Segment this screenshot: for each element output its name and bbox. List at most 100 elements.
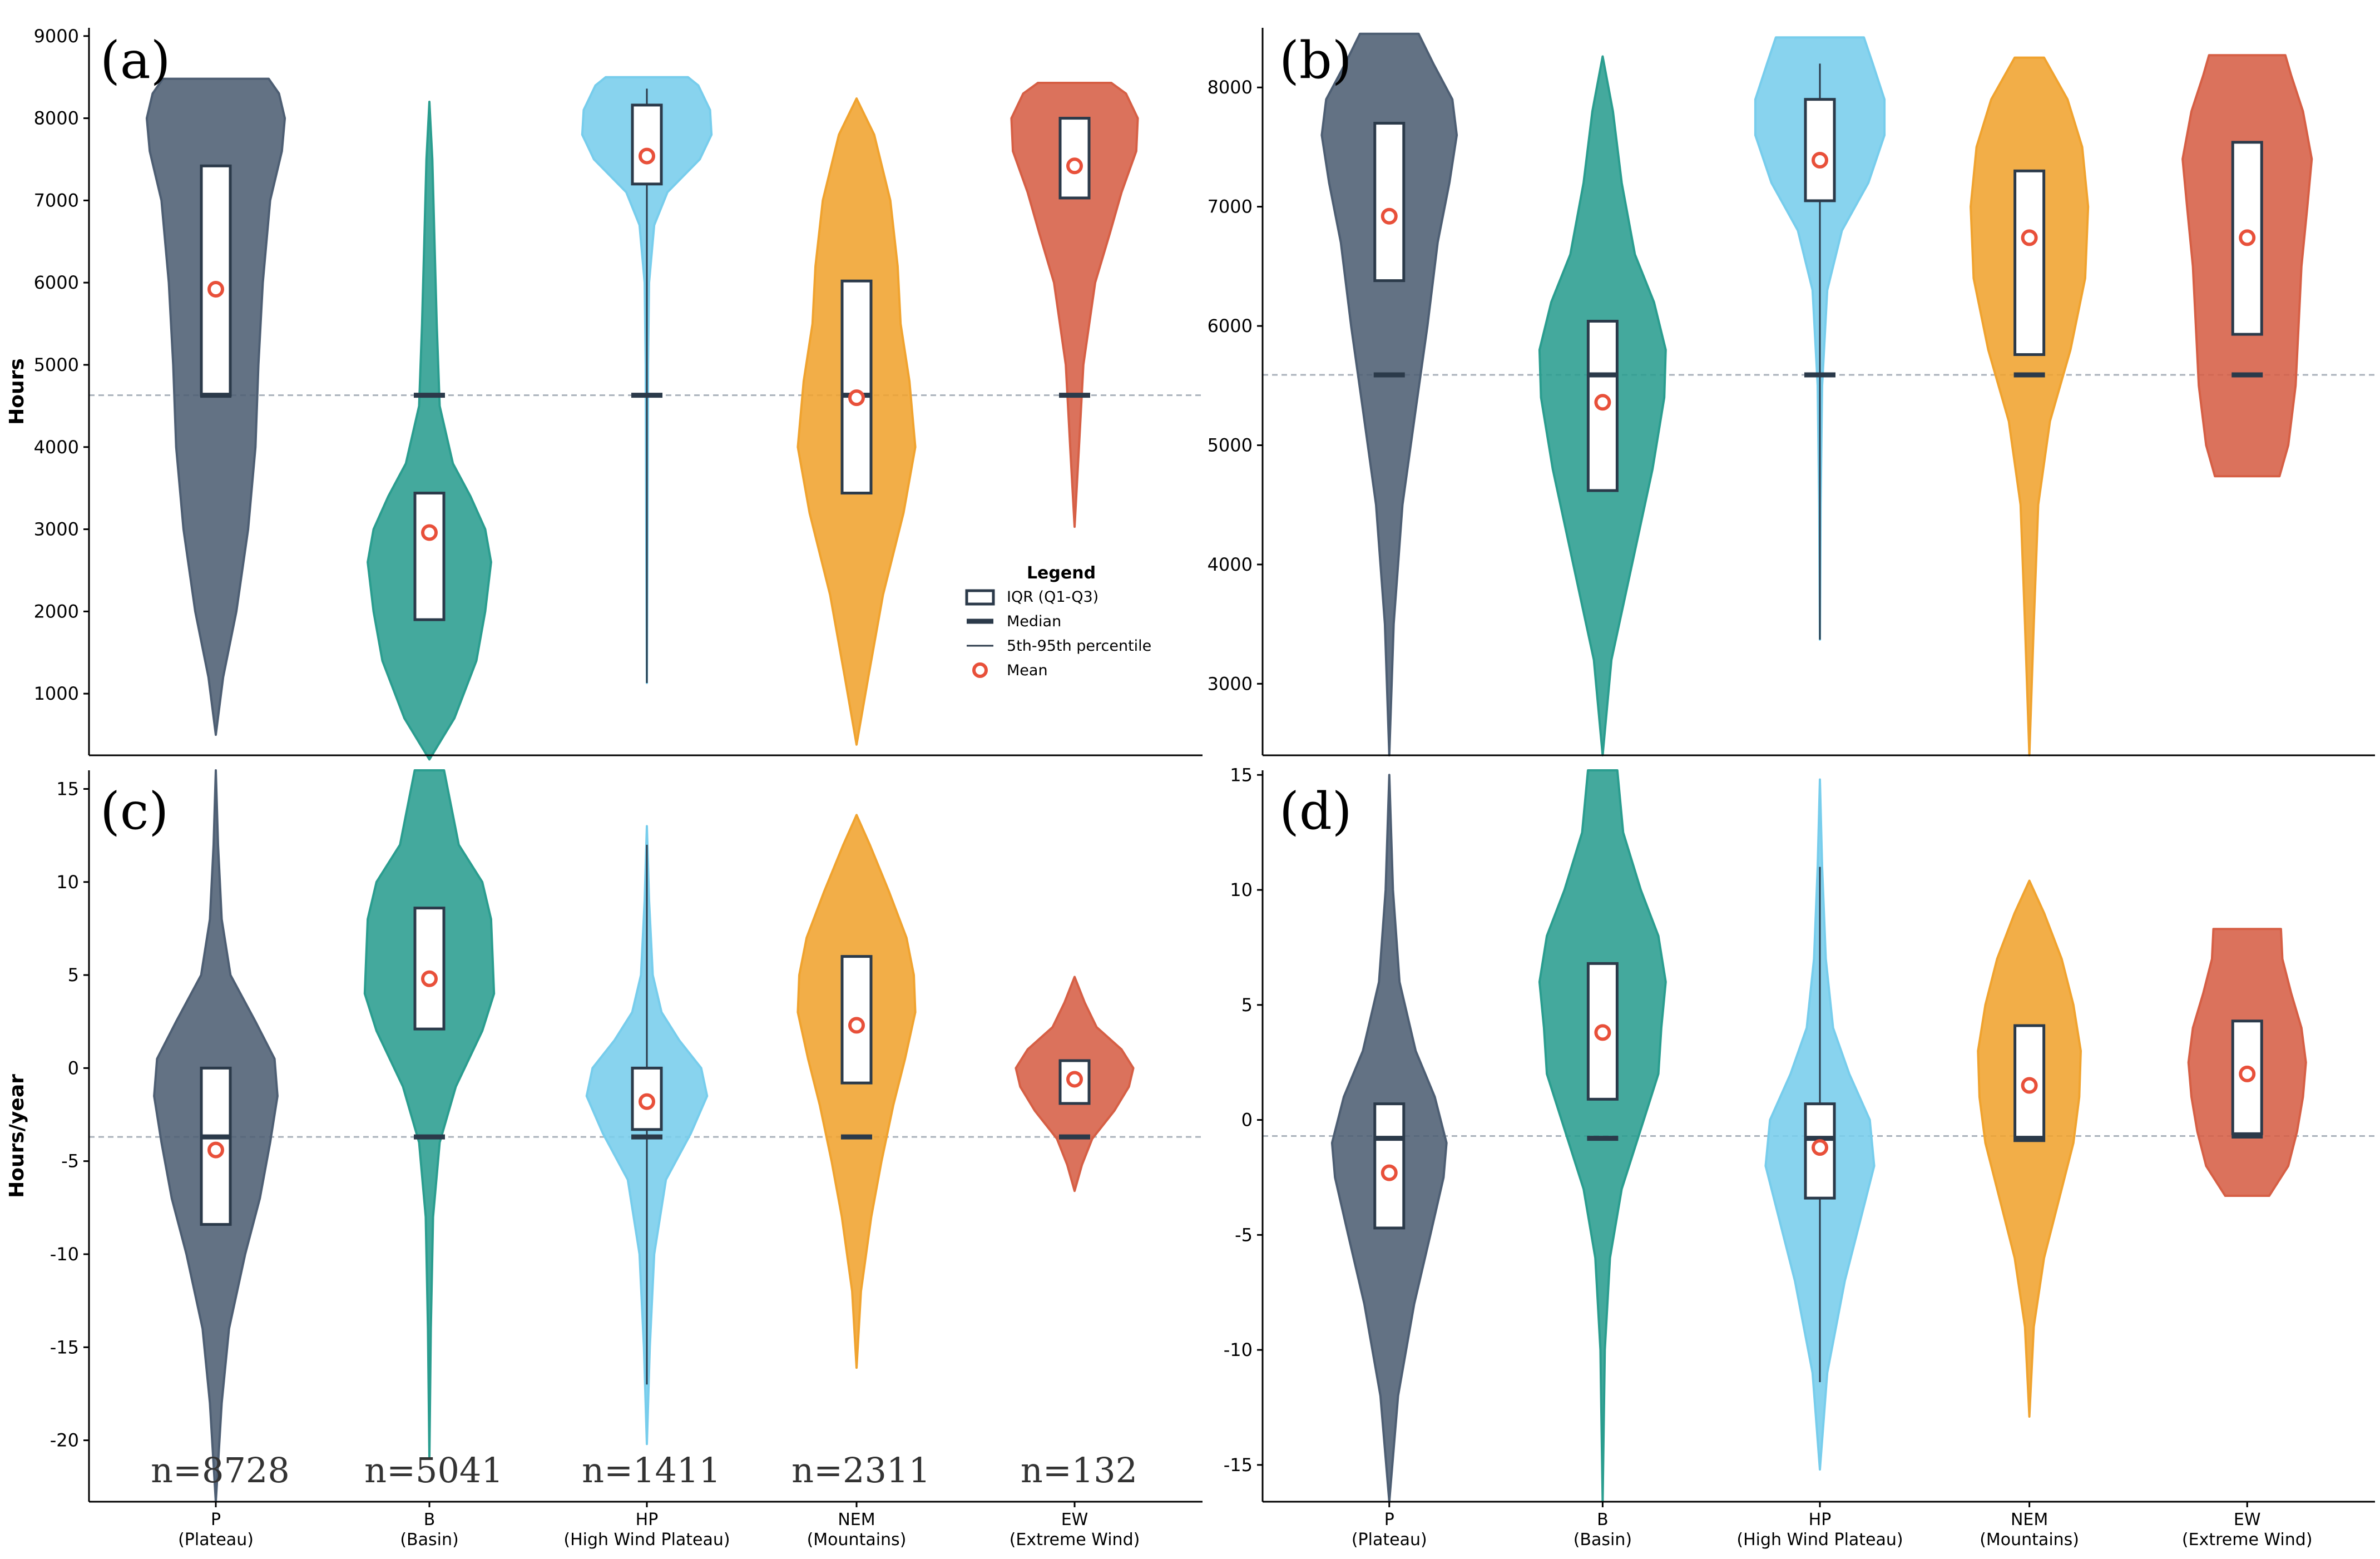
violin-ew bbox=[2187, 928, 2307, 1197]
y-tick-label: -20 bbox=[50, 1430, 79, 1451]
violin-body bbox=[367, 101, 492, 761]
iqr-box bbox=[413, 907, 446, 1031]
mean-marker bbox=[1381, 207, 1398, 225]
violin-b bbox=[1538, 769, 1667, 1503]
panel-label: (d) bbox=[1279, 781, 1352, 841]
x-tick-desc: (High Wind Plateau) bbox=[563, 1530, 730, 1550]
x-tick-code: B bbox=[1597, 1510, 1609, 1530]
violin-p bbox=[1330, 774, 1448, 1503]
violin-nem bbox=[1970, 56, 2090, 756]
legend-item-label: 5th-95th percentile bbox=[1007, 637, 1151, 655]
violin-nem bbox=[1977, 879, 2082, 1418]
violin-body bbox=[363, 769, 496, 1460]
violin-hp bbox=[1764, 778, 1876, 1471]
x-tick-code: EW bbox=[2234, 1510, 2261, 1530]
x-tick-code: P bbox=[211, 1510, 221, 1530]
violin-nem bbox=[796, 97, 917, 746]
y-tick-label: 0 bbox=[1241, 1110, 1253, 1131]
mean-marker bbox=[421, 970, 438, 987]
violin-body bbox=[145, 77, 286, 736]
y-tick-label: 8000 bbox=[34, 108, 79, 129]
x-tick-code: NEM bbox=[838, 1510, 875, 1530]
y-tick-label: 0 bbox=[68, 1057, 79, 1078]
y-tick-label: 15 bbox=[1230, 764, 1253, 785]
violin-nem bbox=[796, 814, 917, 1369]
mean-marker bbox=[639, 147, 655, 165]
y-tick-label: 5000 bbox=[1208, 434, 1253, 456]
y-tick-label: 5 bbox=[68, 964, 79, 986]
mean-marker bbox=[848, 1017, 865, 1034]
violin-p bbox=[1320, 32, 1458, 756]
panel-label: (a) bbox=[100, 31, 171, 90]
iqr-box bbox=[1373, 122, 1406, 283]
y-tick-label: -15 bbox=[50, 1337, 79, 1358]
iqr-box bbox=[631, 103, 663, 186]
sample-size-label: n=8728 bbox=[151, 1450, 290, 1491]
violin-body bbox=[1320, 32, 1458, 756]
y-tick-label: -10 bbox=[50, 1244, 79, 1265]
sample-size-label: n=1411 bbox=[582, 1450, 721, 1491]
y-axis-label: Hours bbox=[6, 358, 28, 425]
x-tick-desc: (Basin) bbox=[1574, 1530, 1632, 1550]
x-tick-code: NEM bbox=[2011, 1510, 2048, 1530]
panel-a: 1000 2000 3000 4000 5000 6000 7000 8000 9000 Hour… bbox=[6, 26, 1203, 761]
mean-marker bbox=[421, 524, 438, 541]
legend-title: Legend bbox=[1027, 563, 1096, 583]
violin-p bbox=[145, 77, 286, 736]
violin-hp bbox=[585, 825, 709, 1446]
mean-marker bbox=[639, 1093, 655, 1110]
y-tick-label: 6000 bbox=[1208, 315, 1253, 336]
panel-b: 3000 4000 5000 6000 7000 8000 (b) bbox=[1208, 28, 2375, 756]
x-tick-desc: (Basin) bbox=[400, 1530, 458, 1550]
y-tick-label: 5000 bbox=[34, 354, 79, 375]
violin-b bbox=[1538, 55, 1667, 756]
legend-item-label: Mean bbox=[1007, 662, 1048, 679]
mean-marker bbox=[2021, 1077, 2038, 1094]
x-tick-desc: (Extreme Wind) bbox=[2182, 1530, 2313, 1550]
mean-marker bbox=[1594, 394, 1611, 411]
violin-body bbox=[796, 814, 917, 1369]
panel-d: -15 -10 -5 0 5 10 15 (d) P(Plateau) B(Basin) HP(Hi… bbox=[1224, 764, 2375, 1550]
x-tick-desc: (Plateau) bbox=[178, 1530, 254, 1550]
mean-marker bbox=[207, 1141, 224, 1159]
panel-label: (c) bbox=[100, 781, 169, 841]
y-tick-label: -5 bbox=[1235, 1224, 1253, 1245]
violin-body bbox=[1010, 82, 1139, 528]
violin-b bbox=[367, 101, 492, 761]
x-tick-code: EW bbox=[1061, 1510, 1088, 1530]
y-tick-label: 6000 bbox=[34, 272, 79, 293]
violin-body bbox=[1977, 879, 2082, 1418]
iqr-box bbox=[2013, 169, 2046, 357]
sample-size-label: n=132 bbox=[1021, 1450, 1137, 1491]
x-tick-desc: (High Wind Plateau) bbox=[1736, 1530, 1903, 1550]
legend-iqr-swatch bbox=[965, 589, 995, 606]
iqr-box bbox=[840, 279, 873, 495]
y-tick-label: -10 bbox=[1224, 1339, 1253, 1360]
iqr-box bbox=[2231, 1019, 2263, 1135]
iqr-box bbox=[1804, 98, 1836, 202]
y-tick-label: 5 bbox=[1241, 994, 1253, 1016]
x-tick-code: HP bbox=[1809, 1510, 1832, 1530]
violin-hp bbox=[581, 76, 713, 684]
sample-size-label: n=5041 bbox=[364, 1450, 503, 1491]
y-tick-label: 4000 bbox=[1208, 554, 1253, 575]
y-tick-label: 4000 bbox=[34, 437, 79, 458]
x-tick-code: HP bbox=[636, 1510, 659, 1530]
y-tick-label: 2000 bbox=[34, 601, 79, 622]
x-tick-desc: (Plateau) bbox=[1352, 1530, 1427, 1550]
y-tick-label: -5 bbox=[61, 1151, 79, 1172]
x-tick-desc: (Mountains) bbox=[1980, 1530, 2079, 1550]
sample-size-label: n=2311 bbox=[791, 1450, 931, 1491]
mean-marker bbox=[2021, 229, 2038, 246]
iqr-box bbox=[200, 164, 232, 397]
mean-marker bbox=[2239, 1065, 2256, 1082]
mean-marker bbox=[1066, 1071, 1083, 1088]
iqr-box bbox=[413, 492, 446, 621]
mean-marker bbox=[1811, 152, 1828, 169]
y-tick-label: 1000 bbox=[34, 683, 79, 704]
violin-p bbox=[153, 769, 279, 1503]
y-tick-label: 3000 bbox=[1208, 673, 1253, 694]
x-tick-desc: (Extreme Wind) bbox=[1010, 1530, 1140, 1550]
y-tick-label: 10 bbox=[1230, 879, 1253, 900]
mean-marker bbox=[1811, 1139, 1828, 1156]
